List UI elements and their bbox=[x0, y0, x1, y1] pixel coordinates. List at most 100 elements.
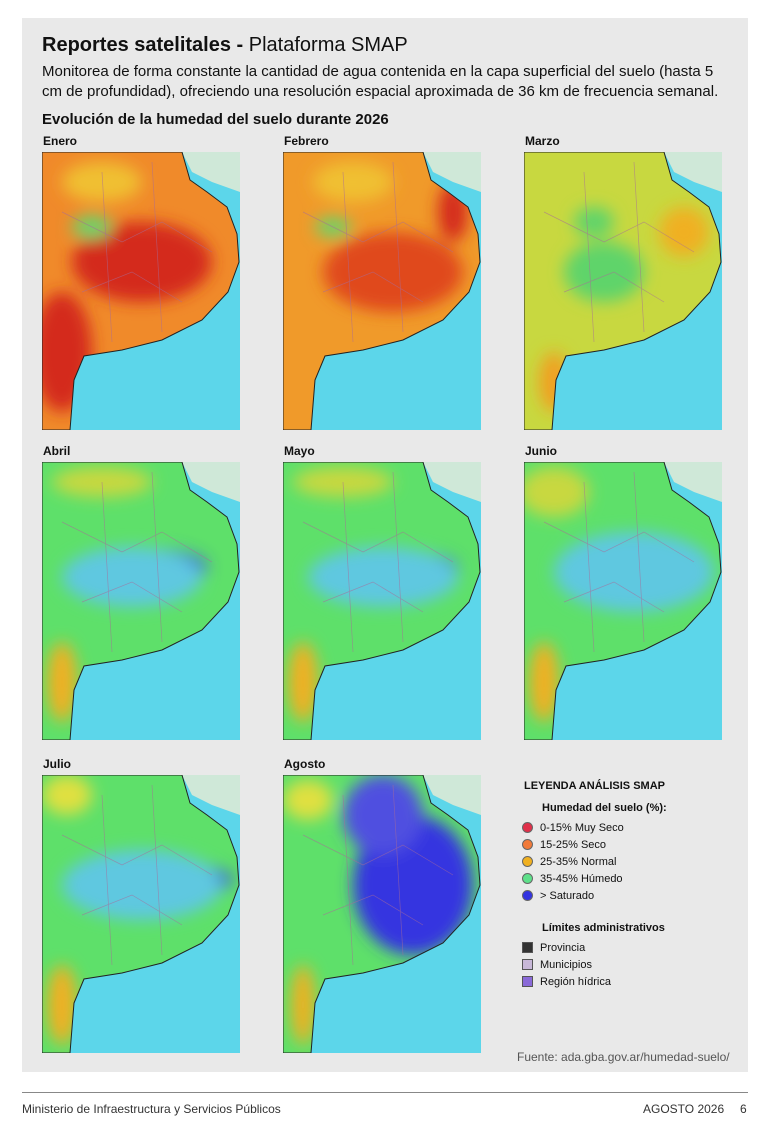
map-label: Enero bbox=[43, 134, 78, 148]
limits-list: Provincia Municipios Región hídrica bbox=[522, 939, 667, 990]
legend-label: Provincia bbox=[540, 941, 586, 954]
legend-label: Municipios bbox=[540, 958, 592, 971]
legend-item: 35-45% Húmedo bbox=[522, 870, 667, 887]
moisture-blob bbox=[524, 467, 589, 517]
soil-map bbox=[42, 462, 240, 740]
legend-subtitle: Humedad del suelo (%): bbox=[542, 802, 667, 814]
municipal-lines bbox=[61, 784, 213, 966]
section-title: Evolución de la humedad del suelo durant… bbox=[42, 111, 389, 128]
moisture-blob bbox=[343, 775, 423, 855]
neighbor-land bbox=[664, 152, 722, 192]
coastline bbox=[524, 152, 722, 430]
municipal-lines bbox=[302, 471, 454, 653]
legend-label: 15-25% Seco bbox=[540, 838, 607, 851]
map-label: Abril bbox=[43, 444, 71, 458]
moisture-blobs bbox=[42, 775, 232, 1045]
legend-item: Municipios bbox=[522, 956, 667, 973]
moisture-blob bbox=[529, 642, 559, 722]
legend-swatch bbox=[522, 822, 533, 833]
footer-date: AGOSTO 2026 bbox=[643, 1102, 725, 1116]
coastline bbox=[283, 462, 481, 740]
municipal-lines bbox=[61, 161, 213, 343]
legend-item: 0-15% Muy Seco bbox=[522, 819, 667, 836]
legend-item: Provincia bbox=[522, 939, 667, 956]
soil-map bbox=[524, 462, 722, 740]
soil-map bbox=[283, 775, 481, 1053]
map-label: Febrero bbox=[284, 134, 329, 148]
neighbor-land bbox=[182, 775, 240, 815]
land bbox=[524, 462, 721, 740]
soil-map bbox=[42, 152, 240, 430]
map-label: Julio bbox=[43, 757, 72, 771]
neighbor-land bbox=[664, 462, 722, 502]
soil-map bbox=[42, 775, 240, 1053]
coastline bbox=[524, 462, 722, 740]
legend-label: Región hídrica bbox=[540, 975, 611, 988]
moisture-blob bbox=[42, 775, 92, 815]
moisture-blob bbox=[47, 965, 77, 1045]
moisture-blob bbox=[62, 547, 202, 607]
coastline bbox=[283, 775, 481, 1053]
legend-swatch bbox=[522, 959, 533, 970]
moisture-blob bbox=[308, 547, 458, 607]
legend-swatch bbox=[522, 873, 533, 884]
legend-label: 0-15% Muy Seco bbox=[540, 821, 624, 834]
moisture-blob bbox=[659, 207, 709, 257]
legend: LEYENDA ANÁLISIS SMAP Humedad del suelo … bbox=[522, 780, 667, 990]
moisture-blob bbox=[62, 162, 142, 202]
coastline bbox=[42, 152, 240, 430]
legend-item: Región hídrica bbox=[522, 973, 667, 990]
neighbor-land bbox=[423, 152, 481, 192]
neighbor-land bbox=[423, 775, 481, 815]
map-label: Agosto bbox=[284, 757, 326, 771]
moisture-blob bbox=[288, 642, 318, 722]
footer-rule bbox=[22, 1092, 748, 1093]
neighbor-land bbox=[182, 152, 240, 192]
description: Monitorea de forma constante la cantidad… bbox=[42, 63, 719, 100]
legend-subtitle: Límites administrativos bbox=[542, 922, 665, 934]
moisture-blobs bbox=[524, 467, 714, 722]
neighbor-land bbox=[423, 462, 481, 502]
humidity-list: 0-15% Muy Seco 15-25% Seco 25-35% Normal 35… bbox=[522, 819, 667, 904]
moisture-blob bbox=[291, 965, 315, 1045]
coastline bbox=[42, 775, 240, 1053]
coastline bbox=[42, 462, 240, 740]
legend-item: 15-25% Seco bbox=[522, 836, 667, 853]
map-label: Marzo bbox=[525, 134, 560, 148]
municipal-lines bbox=[61, 471, 213, 653]
footer-text: Ministerio de Infraestructura y Servicio… bbox=[22, 1102, 281, 1116]
legend-swatch bbox=[522, 890, 533, 901]
map-label: Junio bbox=[525, 444, 557, 458]
legend-swatch bbox=[522, 839, 533, 850]
municipal-lines bbox=[302, 161, 454, 343]
municipal-lines bbox=[302, 784, 454, 966]
moisture-blob bbox=[323, 232, 463, 312]
municipal-lines bbox=[543, 161, 695, 343]
legend-item: > Saturado bbox=[522, 887, 667, 904]
soil-map bbox=[283, 152, 481, 430]
title-bold: Reportes satelitales - bbox=[42, 34, 244, 56]
neighbor-land bbox=[182, 462, 240, 502]
moisture-blobs bbox=[283, 775, 473, 1045]
moisture-blob bbox=[313, 162, 393, 202]
moisture-blob bbox=[62, 850, 222, 920]
moisture-blob bbox=[283, 780, 333, 820]
moisture-blobs bbox=[47, 467, 207, 722]
legend-swatch bbox=[522, 856, 533, 867]
page-number: 6 bbox=[740, 1102, 747, 1116]
soil-map bbox=[524, 152, 722, 430]
source: Fuente: ada.gba.gov.ar/humedad-suelo/ bbox=[517, 1050, 730, 1064]
title: Reportes satelitales - Plataforma SMAP bbox=[42, 34, 408, 57]
legend-label: > Saturado bbox=[540, 889, 595, 902]
soil-map bbox=[283, 462, 481, 740]
moisture-blob bbox=[47, 642, 77, 722]
legend-swatch bbox=[522, 942, 533, 953]
moisture-blob bbox=[564, 242, 644, 302]
legend-swatch bbox=[522, 976, 533, 987]
subtitle: Plataforma SMAP bbox=[248, 34, 408, 56]
map-label: Mayo bbox=[284, 444, 315, 458]
municipal-lines bbox=[543, 471, 695, 653]
legend-title: LEYENDA ANÁLISIS SMAP bbox=[524, 780, 665, 792]
